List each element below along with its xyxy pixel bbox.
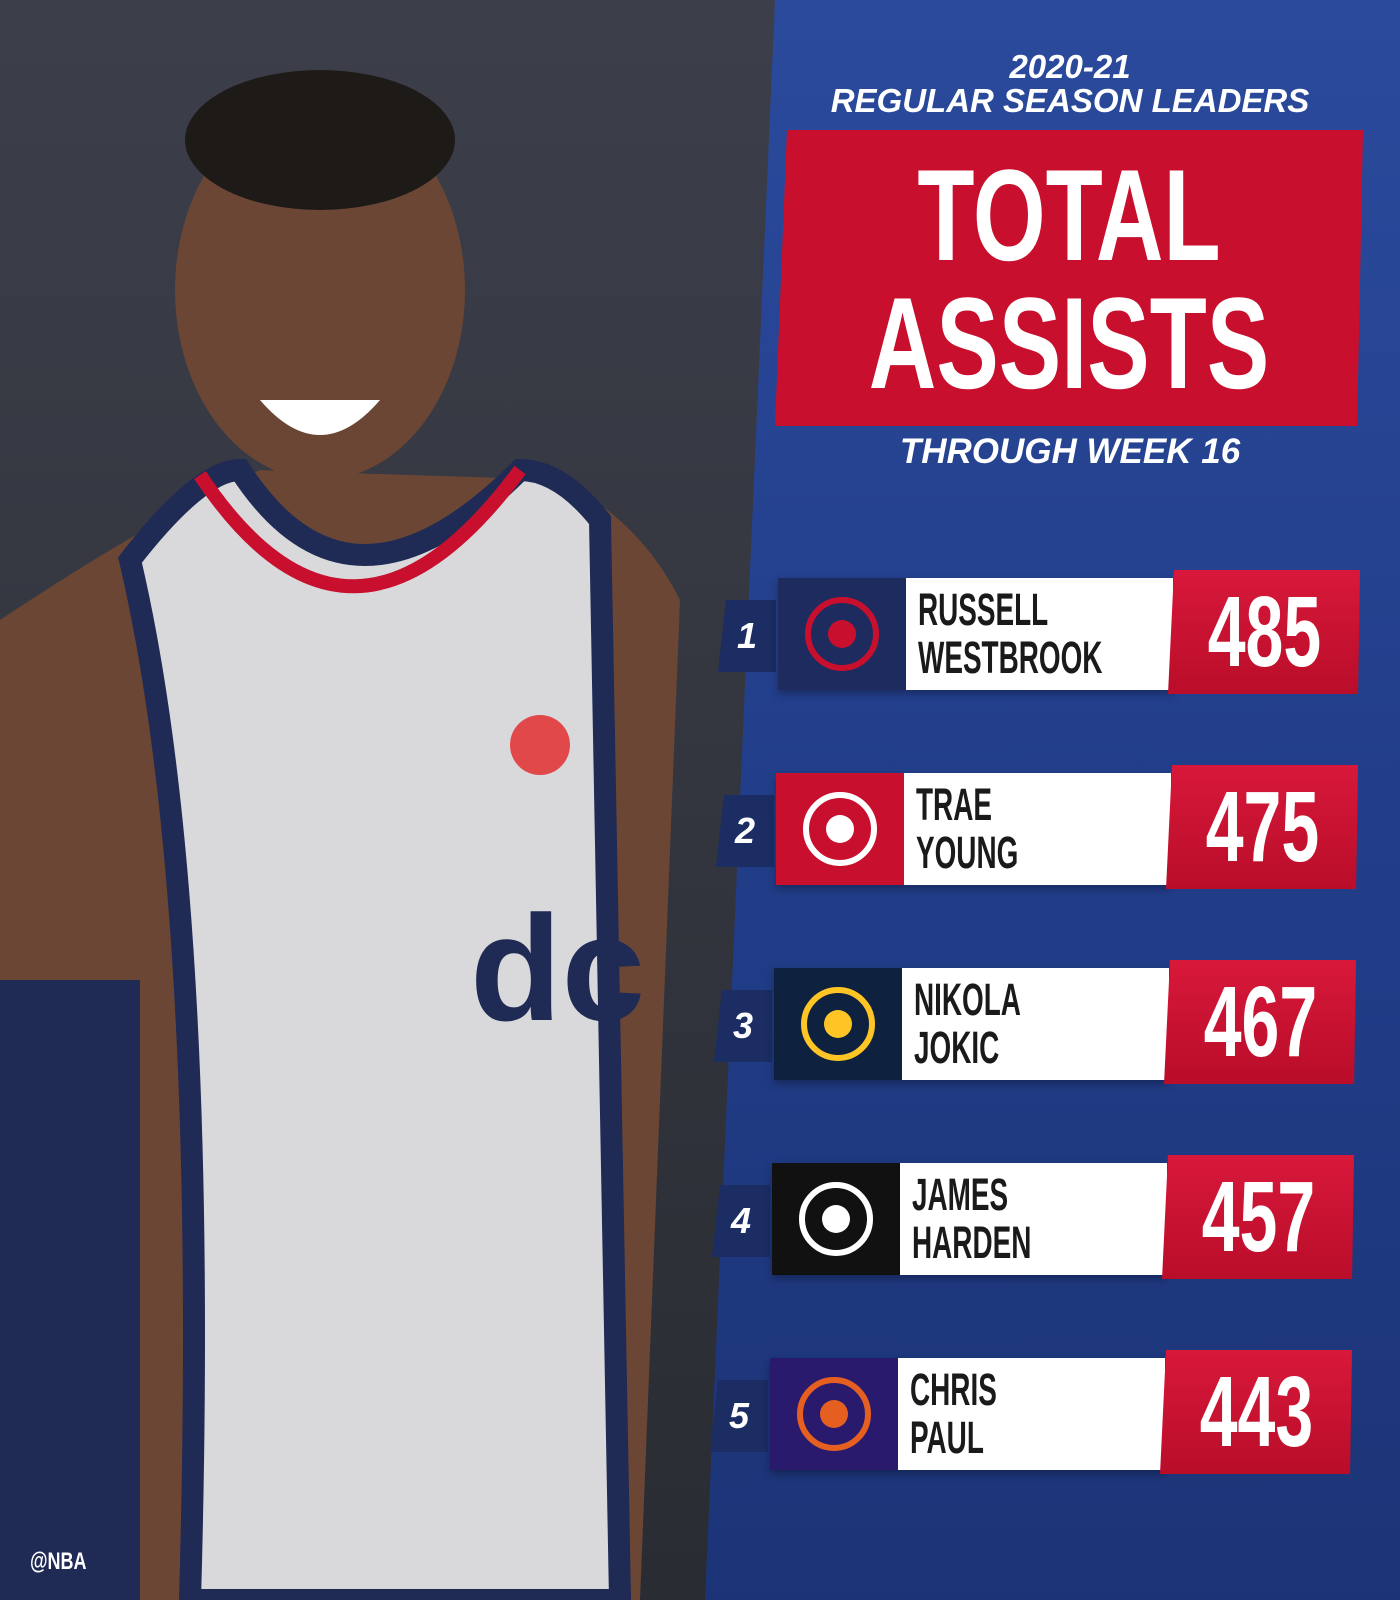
name-line: WESTBROOK [918,632,1103,683]
leader-card: NIKOLA JOKIC [774,968,1169,1080]
team-logo [774,968,902,1080]
name-line: NIKOLA [914,974,1021,1025]
assist-value: 467 [1203,966,1317,1078]
title-line: TOTAL [917,142,1221,288]
team-logo [778,578,906,690]
assist-total: 485 [1168,570,1360,694]
player-name: JAMES HARDEN [912,1171,1031,1267]
team-logo [770,1358,898,1470]
player-name: CHRIS PAUL [910,1366,997,1462]
assist-value: 475 [1205,771,1319,883]
season: 2020-21 [1009,48,1131,85]
name-line: CHRIS [910,1364,997,1415]
rank: 4 [712,1185,770,1257]
name-line: JAMES [912,1169,1009,1220]
note: THROUGH WEEK 16 [899,432,1241,471]
rank: 1 [718,600,776,672]
name-line: RUSSELL [918,584,1049,635]
name-line: YOUNG [916,827,1019,878]
name-line: HARDEN [912,1217,1032,1268]
rank: 5 [710,1380,768,1452]
assist-total: 443 [1160,1350,1352,1474]
name-line: PAUL [910,1412,984,1463]
leader-card: RUSSELL WESTBROOK [778,578,1173,690]
leader-card: TRAE YOUNG [776,773,1171,885]
svg-text:dc: dc [470,884,645,1052]
team-logo [776,773,904,885]
assist-total: 475 [1166,765,1358,889]
player-name: TRAE YOUNG [916,781,1018,877]
logo-icon [799,1182,873,1256]
rank: 2 [716,795,774,867]
logo-icon [801,987,875,1061]
logo-icon [805,597,879,671]
title-line: ASSISTS [868,270,1270,416]
player-name: NIKOLA JOKIC [914,976,1021,1072]
assist-value: 443 [1199,1356,1313,1468]
credit: @NBA [30,1548,87,1575]
assist-value: 457 [1201,1161,1315,1273]
subtitle: REGULAR SEASON LEADERS [830,82,1310,119]
leader-card: CHRIS PAUL [770,1358,1165,1470]
name-line: JOKIC [914,1022,1000,1073]
logo-icon [803,792,877,866]
assist-value: 485 [1207,576,1321,688]
assist-total: 457 [1162,1155,1354,1279]
title-box: TOTAL ASSISTS [775,130,1363,426]
logo-icon [797,1377,871,1451]
player-name: RUSSELL WESTBROOK [918,586,1102,682]
team-logo [772,1163,900,1275]
leader-card: JAMES HARDEN [772,1163,1167,1275]
assist-total: 467 [1164,960,1356,1084]
name-line: TRAE [916,779,992,830]
player-photo: dc [0,0,800,1600]
rank: 3 [714,990,772,1062]
